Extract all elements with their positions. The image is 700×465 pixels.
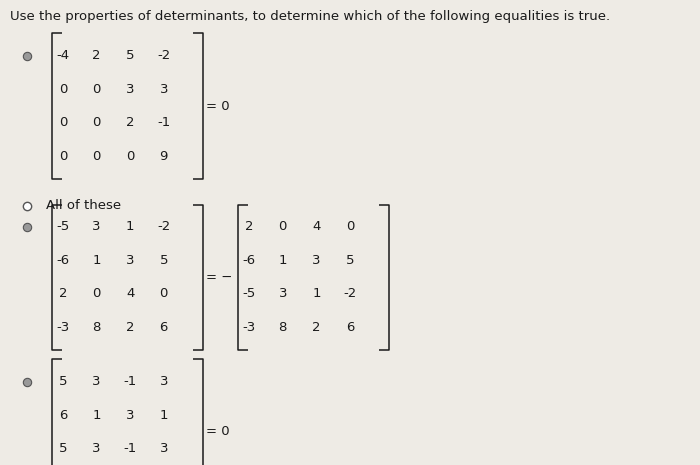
Text: 0: 0 — [126, 150, 134, 163]
Text: 4: 4 — [312, 220, 321, 233]
Text: 5: 5 — [59, 375, 67, 388]
Text: -2: -2 — [158, 220, 170, 233]
Text: 0: 0 — [160, 287, 168, 300]
Text: -6: -6 — [57, 254, 69, 267]
Text: -1: -1 — [124, 375, 136, 388]
Text: 3: 3 — [160, 83, 168, 96]
Text: = 0: = 0 — [206, 100, 230, 113]
Text: 3: 3 — [126, 254, 134, 267]
Text: 2: 2 — [92, 49, 101, 62]
Text: 0: 0 — [59, 150, 67, 163]
Text: 3: 3 — [312, 254, 321, 267]
Text: 0: 0 — [346, 220, 354, 233]
Text: -3: -3 — [57, 321, 69, 334]
Text: 3: 3 — [92, 375, 101, 388]
Text: -1: -1 — [124, 442, 136, 455]
Text: 8: 8 — [92, 321, 101, 334]
Text: 1: 1 — [92, 254, 101, 267]
Text: -5: -5 — [57, 220, 69, 233]
Text: 2: 2 — [126, 321, 134, 334]
Text: 2: 2 — [126, 116, 134, 129]
Text: 2: 2 — [245, 220, 253, 233]
Text: 5: 5 — [126, 49, 134, 62]
Text: 2: 2 — [312, 321, 321, 334]
Text: 1: 1 — [160, 409, 168, 422]
Text: 3: 3 — [126, 83, 134, 96]
Text: 6: 6 — [346, 321, 354, 334]
Text: 0: 0 — [92, 287, 101, 300]
Text: 0: 0 — [92, 83, 101, 96]
Text: -1: -1 — [158, 116, 170, 129]
Text: = −: = − — [206, 271, 232, 284]
Text: 8: 8 — [279, 321, 287, 334]
Text: 2: 2 — [59, 287, 67, 300]
Text: 3: 3 — [92, 220, 101, 233]
Text: -2: -2 — [344, 287, 356, 300]
Text: 0: 0 — [59, 83, 67, 96]
Text: 1: 1 — [312, 287, 321, 300]
Text: 3: 3 — [160, 442, 168, 455]
Text: 4: 4 — [126, 287, 134, 300]
Text: = 0: = 0 — [206, 425, 230, 438]
Text: 0: 0 — [279, 220, 287, 233]
Text: 0: 0 — [92, 116, 101, 129]
Text: 3: 3 — [92, 442, 101, 455]
Text: 1: 1 — [92, 409, 101, 422]
Text: 1: 1 — [279, 254, 287, 267]
Text: -2: -2 — [158, 49, 170, 62]
Text: 6: 6 — [59, 409, 67, 422]
Text: 6: 6 — [160, 321, 168, 334]
Text: 3: 3 — [279, 287, 287, 300]
Text: 1: 1 — [126, 220, 134, 233]
Text: 5: 5 — [59, 442, 67, 455]
Text: -3: -3 — [243, 321, 256, 334]
Text: 3: 3 — [160, 375, 168, 388]
Text: 5: 5 — [160, 254, 168, 267]
Text: -6: -6 — [243, 254, 256, 267]
Text: 5: 5 — [346, 254, 354, 267]
Text: 3: 3 — [126, 409, 134, 422]
Text: 0: 0 — [92, 150, 101, 163]
Text: Use the properties of determinants, to determine which of the following equaliti: Use the properties of determinants, to d… — [10, 10, 610, 23]
Text: -5: -5 — [243, 287, 256, 300]
Text: 9: 9 — [160, 150, 168, 163]
Text: All of these: All of these — [46, 199, 120, 213]
Text: -4: -4 — [57, 49, 69, 62]
Text: 0: 0 — [59, 116, 67, 129]
